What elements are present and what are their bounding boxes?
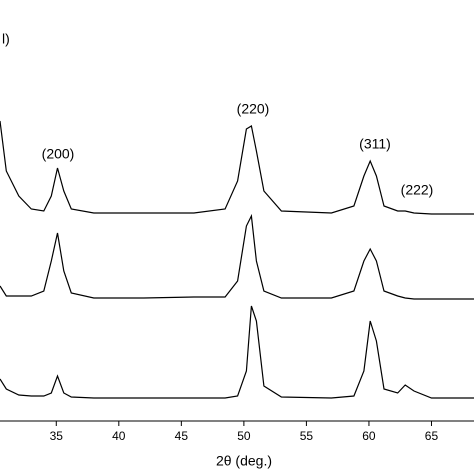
x-axis-label: 2θ (deg.) xyxy=(216,453,272,469)
xrd-trace xyxy=(0,120,474,215)
x-tick-label: 45 xyxy=(175,429,189,443)
peak-label: (220) xyxy=(237,101,270,117)
xrd-trace xyxy=(0,213,474,300)
xrd-trace xyxy=(0,305,474,399)
x-tick-label: 50 xyxy=(237,429,251,443)
peak-label: (222) xyxy=(401,182,434,198)
x-tick-label: 35 xyxy=(50,429,64,443)
peak-label: (311) xyxy=(359,136,391,152)
x-tick-label: 65 xyxy=(425,429,439,443)
x-tick-label: 60 xyxy=(362,429,376,443)
y-axis-label: l) xyxy=(2,31,10,47)
x-tick-label: 40 xyxy=(112,429,126,443)
peak-label: (200) xyxy=(42,146,75,162)
x-tick-label: 55 xyxy=(300,429,314,443)
